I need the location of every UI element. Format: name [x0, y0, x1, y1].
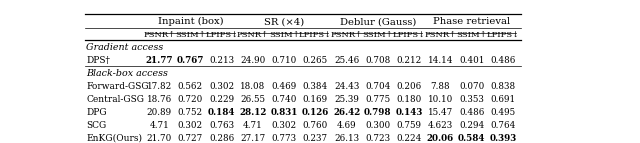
Text: DPG: DPG [86, 108, 107, 117]
Text: 21.77: 21.77 [145, 56, 173, 65]
Text: 0.212: 0.212 [396, 56, 422, 65]
Text: PSNR↑: PSNR↑ [143, 31, 175, 39]
Text: 24.90: 24.90 [240, 56, 266, 65]
Text: 4.623: 4.623 [428, 121, 453, 130]
Text: LPIPS↓: LPIPS↓ [299, 31, 332, 39]
Text: 0.763: 0.763 [209, 121, 234, 130]
Text: 0.224: 0.224 [396, 134, 422, 143]
Text: Inpaint (box): Inpaint (box) [157, 17, 223, 26]
Text: SSIM↑: SSIM↑ [269, 31, 300, 39]
Text: 0.831: 0.831 [271, 108, 298, 117]
Text: 0.300: 0.300 [365, 121, 390, 130]
Text: SSIM↑: SSIM↑ [175, 31, 205, 39]
Text: 26.13: 26.13 [334, 134, 359, 143]
Text: 0.495: 0.495 [490, 108, 515, 117]
Text: 0.838: 0.838 [490, 82, 515, 91]
Text: 0.237: 0.237 [303, 134, 328, 143]
Text: 0.723: 0.723 [365, 134, 390, 143]
Text: EnKG(Ours): EnKG(Ours) [86, 134, 143, 143]
Text: 20.06: 20.06 [427, 134, 454, 143]
Text: 0.767: 0.767 [177, 56, 204, 65]
Text: 21.70: 21.70 [147, 134, 172, 143]
Text: 0.180: 0.180 [396, 95, 422, 104]
Text: 0.265: 0.265 [303, 56, 328, 65]
Text: Black-box access: Black-box access [86, 69, 168, 78]
Text: 0.070: 0.070 [459, 82, 484, 91]
Text: 0.740: 0.740 [271, 95, 297, 104]
Text: PSNR↑: PSNR↑ [424, 31, 456, 39]
Text: 0.401: 0.401 [459, 56, 484, 65]
Text: SR (×4): SR (×4) [264, 17, 304, 26]
Text: 25.39: 25.39 [334, 95, 359, 104]
Text: 0.143: 0.143 [396, 108, 423, 117]
Text: 0.584: 0.584 [458, 134, 485, 143]
Text: 0.710: 0.710 [271, 56, 297, 65]
Text: 0.798: 0.798 [364, 108, 392, 117]
Text: 17.82: 17.82 [147, 82, 172, 91]
Text: 15.47: 15.47 [428, 108, 453, 117]
Text: Central-GSG: Central-GSG [86, 95, 145, 104]
Text: 0.775: 0.775 [365, 95, 390, 104]
Text: PSNR↑: PSNR↑ [237, 31, 269, 39]
Text: LPIPS↓: LPIPS↓ [205, 31, 238, 39]
Text: 0.302: 0.302 [271, 121, 297, 130]
Text: 18.76: 18.76 [147, 95, 172, 104]
Text: 4.71: 4.71 [243, 121, 263, 130]
Text: 0.294: 0.294 [459, 121, 484, 130]
Text: Gradient access: Gradient access [86, 43, 164, 52]
Text: 14.14: 14.14 [428, 56, 453, 65]
Text: 26.55: 26.55 [241, 95, 266, 104]
Text: 0.302: 0.302 [209, 82, 234, 91]
Text: 0.486: 0.486 [459, 108, 484, 117]
Text: 7.88: 7.88 [431, 82, 450, 91]
Text: 0.773: 0.773 [271, 134, 297, 143]
Text: 0.229: 0.229 [209, 95, 234, 104]
Text: Phase retrieval: Phase retrieval [433, 17, 510, 26]
Text: LPIPS↓: LPIPS↓ [392, 31, 426, 39]
Text: 0.302: 0.302 [178, 121, 203, 130]
Text: 0.764: 0.764 [490, 121, 516, 130]
Text: 27.17: 27.17 [240, 134, 266, 143]
Text: 0.184: 0.184 [208, 108, 236, 117]
Text: 0.286: 0.286 [209, 134, 234, 143]
Text: 0.704: 0.704 [365, 82, 390, 91]
Text: 0.752: 0.752 [178, 108, 203, 117]
Text: 0.393: 0.393 [489, 134, 516, 143]
Text: 0.759: 0.759 [397, 121, 422, 130]
Text: 18.08: 18.08 [240, 82, 266, 91]
Text: SSIM↑: SSIM↑ [456, 31, 487, 39]
Text: 0.562: 0.562 [178, 82, 203, 91]
Text: 25.46: 25.46 [334, 56, 359, 65]
Text: 20.89: 20.89 [147, 108, 172, 117]
Text: 0.708: 0.708 [365, 56, 390, 65]
Text: Forward-GSG: Forward-GSG [86, 82, 149, 91]
Text: 26.42: 26.42 [333, 108, 360, 117]
Text: DPS†: DPS† [86, 56, 110, 65]
Text: 0.384: 0.384 [303, 82, 328, 91]
Text: Deblur (Gauss): Deblur (Gauss) [340, 17, 416, 26]
Text: 0.206: 0.206 [396, 82, 422, 91]
Text: 0.760: 0.760 [303, 121, 328, 130]
Text: SSIM↑: SSIM↑ [362, 31, 393, 39]
Text: 4.69: 4.69 [337, 121, 356, 130]
Text: 10.10: 10.10 [428, 95, 453, 104]
Text: 0.486: 0.486 [490, 56, 516, 65]
Text: 0.353: 0.353 [459, 95, 484, 104]
Text: 0.691: 0.691 [490, 95, 515, 104]
Text: 0.469: 0.469 [271, 82, 297, 91]
Text: 0.126: 0.126 [301, 108, 329, 117]
Text: PSNR↑: PSNR↑ [330, 31, 363, 39]
Text: 24.43: 24.43 [334, 82, 359, 91]
Text: 0.169: 0.169 [303, 95, 328, 104]
Text: SCG: SCG [86, 121, 107, 130]
Text: LPIPS↓: LPIPS↓ [486, 31, 520, 39]
Text: 0.727: 0.727 [178, 134, 203, 143]
Text: 28.12: 28.12 [239, 108, 266, 117]
Text: 0.213: 0.213 [209, 56, 234, 65]
Text: 0.720: 0.720 [178, 95, 203, 104]
Text: 4.71: 4.71 [149, 121, 169, 130]
